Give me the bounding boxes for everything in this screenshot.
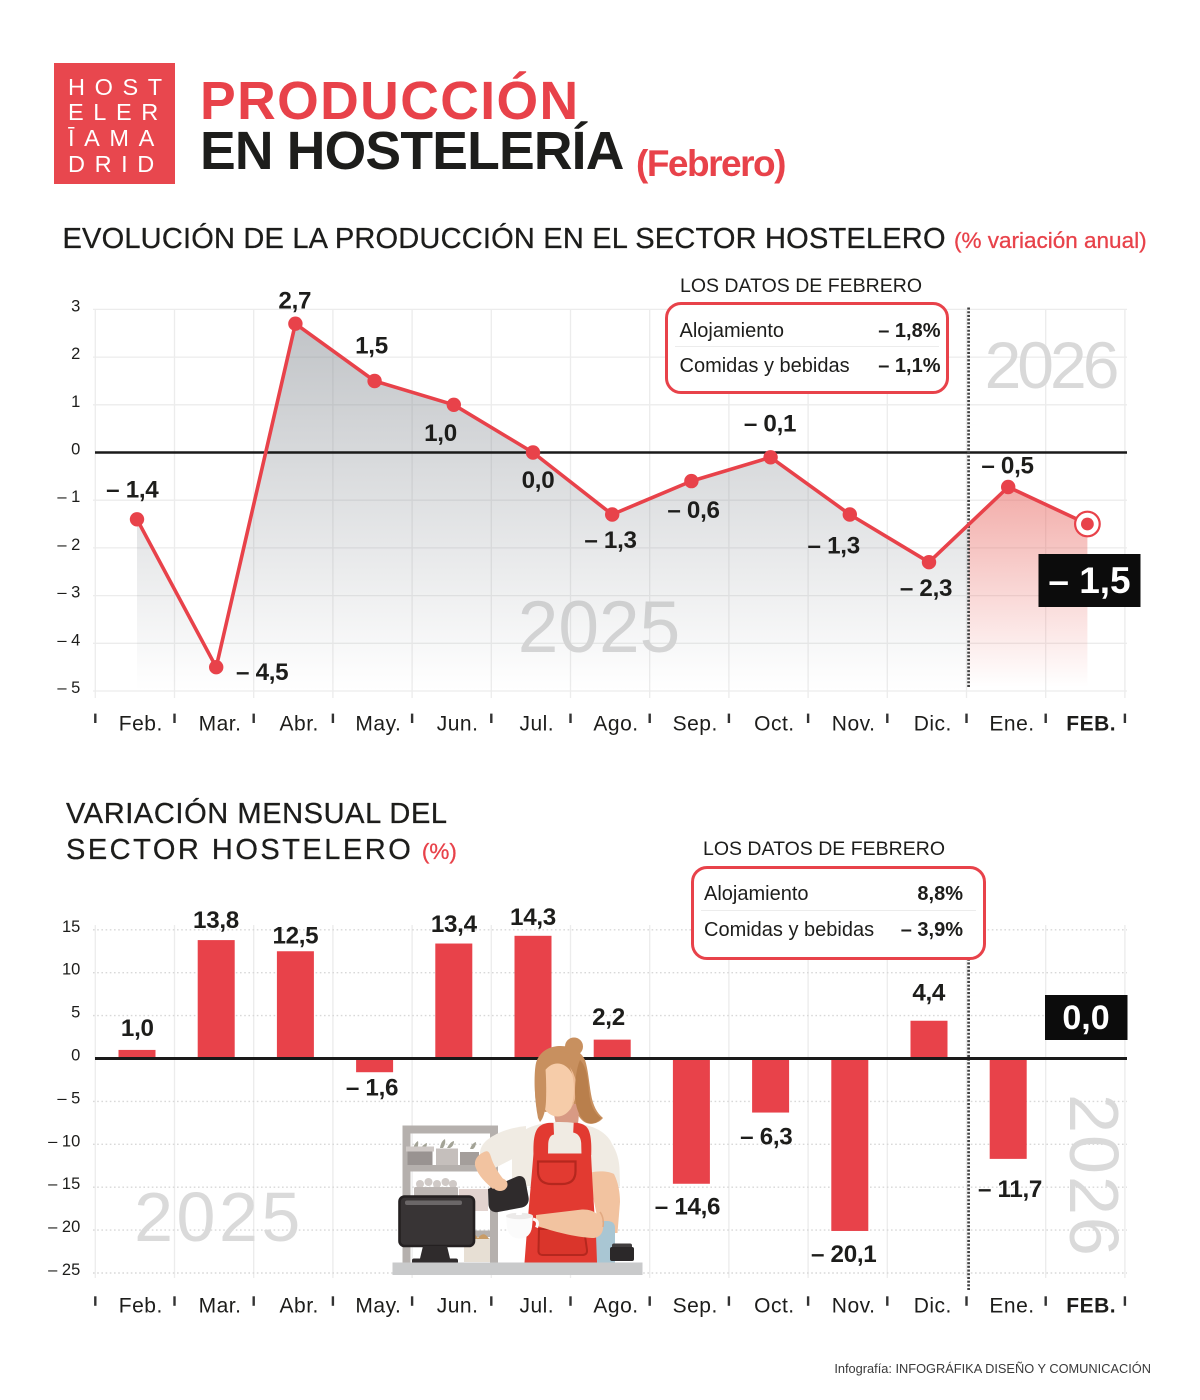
svg-text:– 4: – 4: [57, 631, 80, 649]
svg-text:Ago.: Ago.: [593, 1295, 638, 1318]
svg-text:Ago.: Ago.: [593, 713, 638, 736]
svg-text:– 10: – 10: [48, 1132, 80, 1150]
svg-text:– 14,6: – 14,6: [655, 1194, 720, 1221]
svg-text:– 1,6: – 1,6: [346, 1075, 398, 1102]
svg-text:2,2: 2,2: [592, 1004, 625, 1031]
svg-text:10: 10: [62, 961, 80, 979]
svg-text:Oct.: Oct.: [754, 713, 795, 736]
svg-text:Abr.: Abr.: [280, 713, 319, 736]
svg-text:Oct.: Oct.: [754, 1295, 795, 1318]
svg-text:1,0: 1,0: [424, 420, 457, 447]
svg-text:FEB.: FEB.: [1066, 713, 1116, 736]
svg-text:– 6,3: – 6,3: [740, 1124, 792, 1151]
svg-text:Dic.: Dic.: [914, 1295, 952, 1318]
svg-text:– 0,1: – 0,1: [744, 411, 796, 438]
svg-text:– 5: – 5: [57, 1089, 80, 1107]
svg-text:0: 0: [71, 441, 80, 459]
svg-text:13,4: 13,4: [431, 911, 478, 938]
svg-text:– 20: – 20: [48, 1218, 80, 1236]
svg-text:1: 1: [71, 393, 80, 411]
svg-text:Nov.: Nov.: [832, 713, 876, 736]
svg-text:0,0: 0,0: [522, 467, 555, 494]
svg-text:1,5: 1,5: [355, 333, 388, 360]
svg-text:May.: May.: [355, 713, 401, 736]
svg-text:May.: May.: [355, 1295, 401, 1318]
svg-text:– 4,5: – 4,5: [236, 659, 288, 686]
svg-text:– 11,7: – 11,7: [978, 1176, 1042, 1203]
svg-text:– 1,3: – 1,3: [808, 533, 860, 560]
svg-text:Feb.: Feb.: [119, 1295, 163, 1318]
svg-text:0: 0: [71, 1047, 80, 1065]
svg-text:– 1,4: – 1,4: [106, 477, 159, 504]
svg-text:4,4: 4,4: [912, 980, 946, 1007]
svg-text:3: 3: [71, 297, 80, 315]
svg-text:– 3: – 3: [57, 584, 80, 602]
svg-text:1,0: 1,0: [121, 1015, 154, 1042]
svg-text:Sep.: Sep.: [673, 713, 718, 736]
svg-text:– 25: – 25: [48, 1261, 80, 1279]
svg-text:– 1: – 1: [57, 488, 80, 506]
svg-text:Nov.: Nov.: [832, 1295, 876, 1318]
svg-text:– 5: – 5: [57, 679, 80, 697]
svg-text:12,5: 12,5: [272, 923, 318, 950]
svg-text:Feb.: Feb.: [119, 713, 163, 736]
svg-text:2,7: 2,7: [278, 288, 311, 315]
svg-text:13,8: 13,8: [193, 907, 239, 934]
svg-text:– 0,6: – 0,6: [667, 497, 719, 524]
svg-text:Mar.: Mar.: [199, 1295, 242, 1318]
svg-text:– 1,5: – 1,5: [1048, 560, 1130, 601]
svg-text:Ene.: Ene.: [989, 1295, 1034, 1318]
svg-text:2026: 2026: [985, 328, 1117, 402]
svg-text:FEB.: FEB.: [1066, 1295, 1116, 1318]
svg-text:0,0: 0,0: [1062, 999, 1109, 1037]
svg-text:5: 5: [71, 1004, 80, 1022]
svg-text:15: 15: [62, 918, 80, 936]
svg-text:2025: 2025: [134, 1178, 304, 1256]
svg-text:Jul.: Jul.: [519, 1295, 554, 1318]
svg-text:Jun.: Jun.: [437, 713, 479, 736]
svg-text:Sep.: Sep.: [673, 1295, 718, 1318]
svg-text:– 2,3: – 2,3: [900, 575, 952, 602]
svg-text:Ene.: Ene.: [989, 713, 1034, 736]
svg-text:14,3: 14,3: [510, 904, 556, 931]
svg-text:Dic.: Dic.: [914, 713, 952, 736]
svg-text:Abr.: Abr.: [280, 1295, 319, 1318]
svg-text:– 0,5: – 0,5: [981, 453, 1033, 480]
svg-text:– 20,1: – 20,1: [811, 1241, 876, 1268]
svg-text:– 1,3: – 1,3: [584, 527, 636, 554]
svg-text:2: 2: [71, 345, 80, 363]
svg-text:Jun.: Jun.: [437, 1295, 479, 1318]
svg-text:Jul.: Jul.: [519, 713, 554, 736]
svg-text:– 15: – 15: [48, 1175, 80, 1193]
svg-text:– 2: – 2: [57, 536, 80, 554]
svg-text:2026: 2026: [1055, 1094, 1133, 1258]
svg-text:Mar.: Mar.: [199, 713, 242, 736]
